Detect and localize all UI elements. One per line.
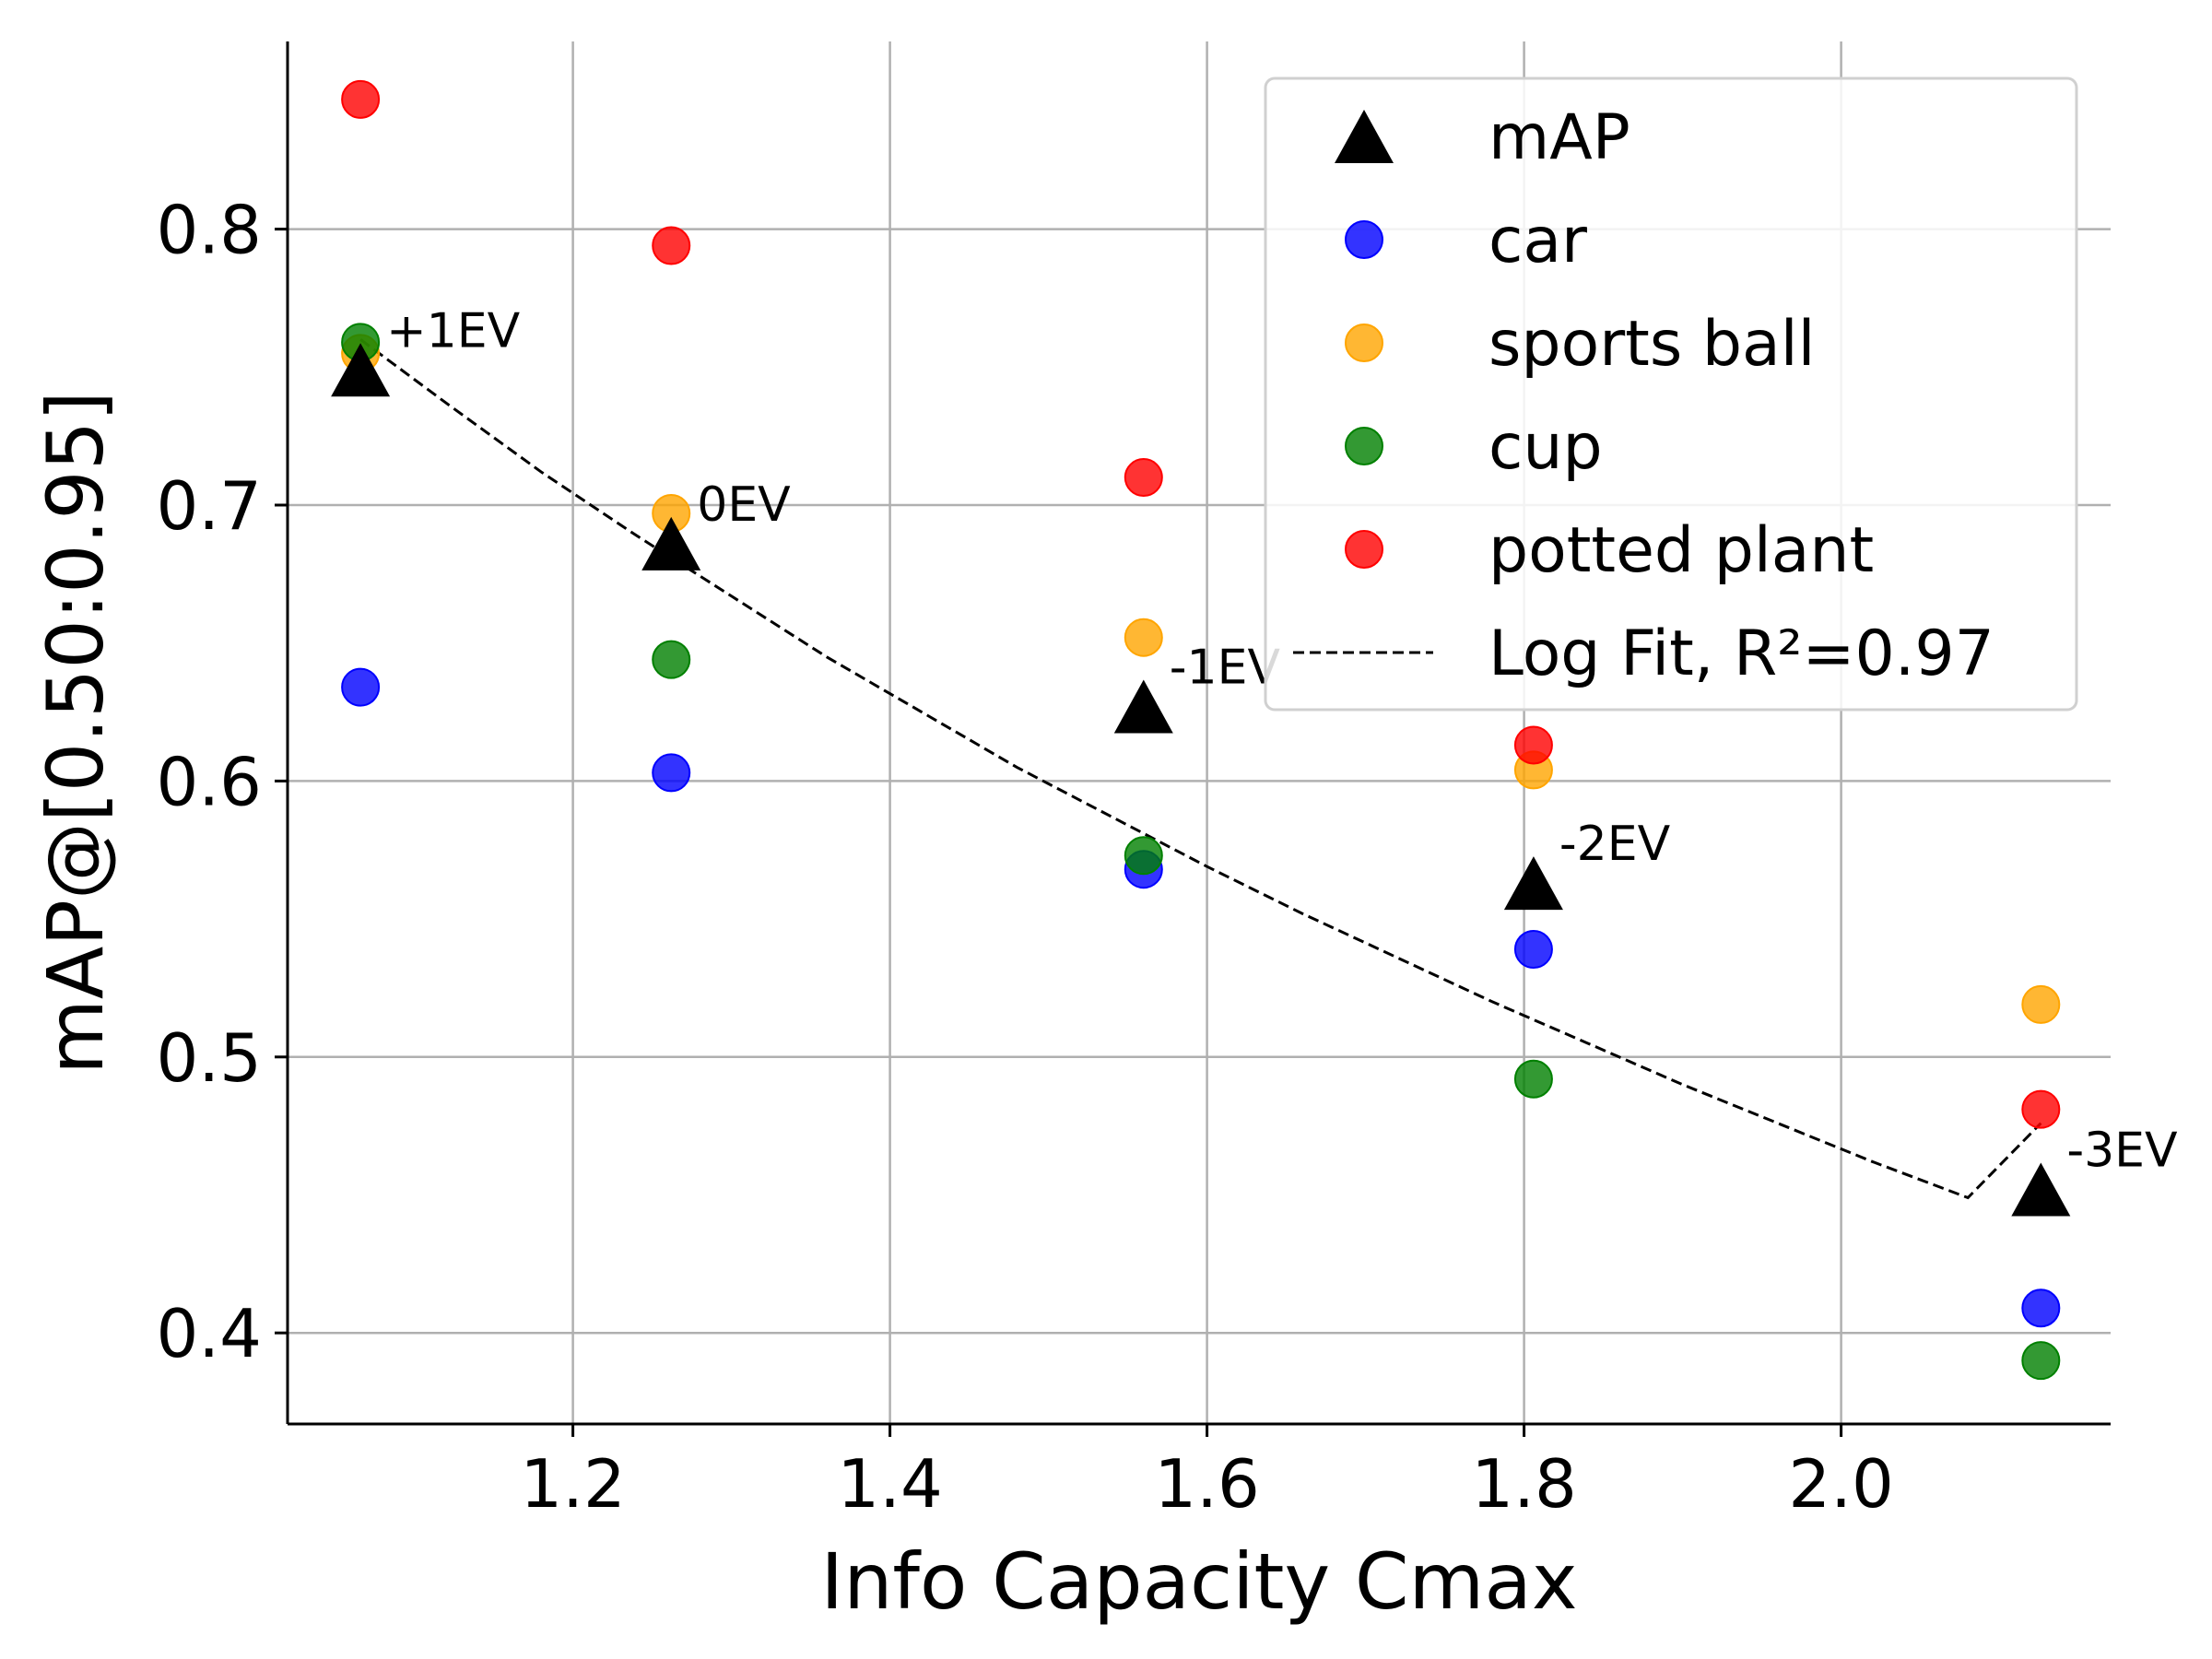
legend-marker-triangle (1335, 110, 1394, 163)
ev-annotation: -1EV (1170, 641, 1281, 696)
x-tick-label: 1.4 (837, 1445, 943, 1523)
legend-marker-circle (1345, 427, 1383, 465)
sports-ball-point (1124, 618, 1163, 657)
data-points (331, 79, 2071, 1381)
legend-marker-circle (1345, 530, 1383, 569)
tick-labels: 1.2 1.4 1.6 1.8 2.0 0.4 0.5 0.6 0.7 0.8 (156, 192, 1893, 1523)
potted-plant-point (1513, 725, 1553, 765)
y-tick-label: 0.8 (156, 192, 262, 269)
y-tick-label: 0.5 (156, 1019, 262, 1097)
car-point (1513, 930, 1553, 970)
axes (286, 41, 2111, 1426)
map-marker (1503, 856, 1563, 911)
x-axis-title: Info Capacity Cmax (820, 1536, 1577, 1627)
annotations: +1EV 0EV -1EV -2EV -3EV (386, 303, 2178, 1178)
legend: mAP car sports ball cup potted plant Log Fit,… (1264, 76, 2078, 712)
car-point (2021, 1288, 2061, 1328)
x-tick-label: 2.0 (1788, 1445, 1894, 1523)
legend-label: sports ball (1488, 308, 1815, 381)
potted-plant-point (2021, 1089, 2061, 1129)
map-marker (331, 343, 391, 397)
cup-point (2021, 1341, 2061, 1381)
map-marker (641, 516, 701, 571)
fit-line-layer (359, 338, 2042, 1200)
legend-marker-circle (1345, 324, 1383, 362)
legend-label: car (1488, 205, 1587, 277)
map-marker (1113, 679, 1173, 734)
potted-plant-point (652, 226, 691, 265)
log-fit-line (359, 338, 2042, 1200)
ev-annotation: -3EV (2066, 1124, 2178, 1179)
ev-annotation: +1EV (386, 303, 521, 359)
cup-point (1124, 836, 1163, 876)
x-tick-label: 1.8 (1471, 1445, 1577, 1523)
legend-marker-circle (1345, 220, 1383, 259)
cup-point (652, 640, 691, 679)
legend-label: Log Fit, R²=0.97 (1488, 618, 1994, 690)
y-tick-label: 0.7 (156, 467, 262, 545)
map-marker (2011, 1162, 2071, 1217)
x-tick-label: 1.2 (520, 1445, 626, 1523)
y-axis-title: mAP@[0.50:0.95] (30, 391, 121, 1075)
ev-annotation: 0EV (697, 477, 791, 533)
ev-annotation: -2EV (1559, 817, 1671, 872)
y-tick-label: 0.4 (156, 1295, 262, 1372)
legend-label: potted plant (1488, 514, 1874, 587)
car-point (341, 667, 381, 707)
car-point (652, 753, 691, 793)
potted-plant-point (341, 79, 381, 119)
legend-label: cup (1488, 411, 1603, 484)
legend-label: mAP (1488, 101, 1630, 174)
x-tick-label: 1.6 (1154, 1445, 1260, 1523)
legend-box (1264, 76, 2078, 712)
y-tick-label: 0.6 (156, 743, 262, 820)
sports-ball-point (2021, 984, 2061, 1024)
potted-plant-point (1124, 458, 1163, 498)
cup-point (1513, 1059, 1553, 1099)
